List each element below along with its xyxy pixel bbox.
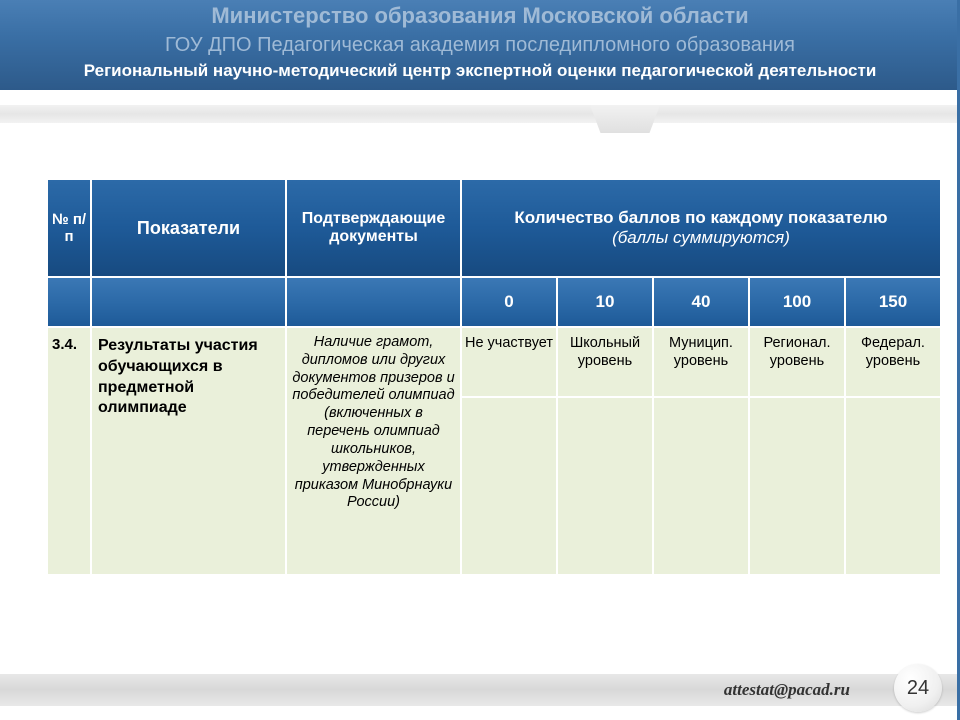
header-line3: Региональный научно-методический центр э… [0, 59, 960, 83]
sub-hd-empty-2 [91, 277, 286, 327]
score-col-3: 100 [749, 277, 845, 327]
level-1: Школьный уровень [557, 327, 653, 397]
header-band: Министерство образования Московской обла… [0, 0, 960, 90]
level-3: Регионал. уровень [749, 327, 845, 397]
row-indicator: Результаты участия обучающихся в предмет… [91, 327, 286, 575]
row-docs: Наличие грамот, дипломов или других доку… [286, 327, 461, 575]
empty-cell-3 [749, 397, 845, 575]
col-header-scores: Количество баллов по каждому показателю … [461, 179, 941, 277]
table-container: № п/п Показатели Подтверждающие документ… [46, 178, 942, 576]
level-0: Не участвует [461, 327, 557, 397]
score-title: Количество баллов по каждому показателю [514, 208, 887, 227]
score-col-4: 150 [845, 277, 941, 327]
score-col-1: 10 [557, 277, 653, 327]
col-header-docs: Подтверждающие документы [286, 179, 461, 277]
empty-cell-0 [461, 397, 557, 575]
col-header-indicator: Показатели [91, 179, 286, 277]
level-4: Федерал. уровень [845, 327, 941, 397]
scoring-table: № п/п Показатели Подтверждающие документ… [46, 178, 942, 576]
page-number-badge: 24 [894, 664, 942, 712]
footer-email: attestat@pacad.ru [724, 680, 850, 700]
col-header-num: № п/п [47, 179, 91, 277]
decor-bar [0, 105, 960, 123]
empty-cell-4 [845, 397, 941, 575]
score-col-0: 0 [461, 277, 557, 327]
empty-cell-1 [557, 397, 653, 575]
score-subtitle: (баллы суммируются) [612, 228, 790, 247]
row-number: 3.4. [47, 327, 91, 575]
header-line1: Министерство образования Московской обла… [0, 2, 960, 31]
header-line2: ГОУ ДПО Педагогическая академия последип… [0, 31, 960, 59]
sub-hd-empty-3 [286, 277, 461, 327]
level-2: Муницип. уровень [653, 327, 749, 397]
empty-cell-2 [653, 397, 749, 575]
decor-trapezoid [590, 105, 660, 133]
score-col-2: 40 [653, 277, 749, 327]
sub-hd-empty-1 [47, 277, 91, 327]
